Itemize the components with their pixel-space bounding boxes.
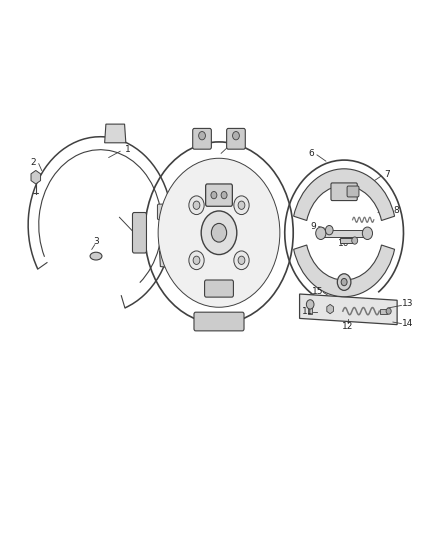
Circle shape xyxy=(238,256,245,264)
Circle shape xyxy=(337,274,351,290)
Wedge shape xyxy=(293,169,395,221)
Text: 13: 13 xyxy=(402,300,413,309)
Text: 2: 2 xyxy=(30,158,36,167)
Circle shape xyxy=(158,158,280,307)
Circle shape xyxy=(193,201,200,209)
Circle shape xyxy=(341,278,347,286)
Circle shape xyxy=(316,227,326,239)
Text: 14: 14 xyxy=(402,319,413,328)
FancyBboxPatch shape xyxy=(205,184,233,206)
Polygon shape xyxy=(105,124,126,143)
Circle shape xyxy=(193,256,200,264)
Polygon shape xyxy=(31,171,41,184)
Text: 12: 12 xyxy=(342,322,353,330)
Bar xyxy=(321,230,367,237)
Text: 15: 15 xyxy=(312,287,324,296)
Text: 6: 6 xyxy=(309,149,314,158)
FancyBboxPatch shape xyxy=(193,128,212,149)
FancyBboxPatch shape xyxy=(132,213,146,253)
Circle shape xyxy=(233,132,239,140)
Text: 4: 4 xyxy=(231,140,237,149)
FancyBboxPatch shape xyxy=(205,280,233,297)
Bar xyxy=(380,309,386,314)
Text: 9: 9 xyxy=(310,222,316,230)
Circle shape xyxy=(352,237,358,244)
Text: 1: 1 xyxy=(125,145,131,154)
Text: 8: 8 xyxy=(393,206,399,215)
Circle shape xyxy=(201,211,237,255)
FancyBboxPatch shape xyxy=(347,186,359,197)
Circle shape xyxy=(234,196,249,215)
Bar xyxy=(340,238,355,243)
Circle shape xyxy=(362,227,373,239)
Wedge shape xyxy=(293,245,395,297)
Text: 7: 7 xyxy=(385,170,390,179)
Polygon shape xyxy=(159,251,180,268)
Ellipse shape xyxy=(90,252,102,260)
FancyBboxPatch shape xyxy=(157,204,170,220)
Text: 10: 10 xyxy=(339,239,350,248)
Circle shape xyxy=(212,223,226,242)
Circle shape xyxy=(189,251,204,270)
FancyBboxPatch shape xyxy=(226,128,245,149)
Circle shape xyxy=(386,308,391,314)
Circle shape xyxy=(325,225,333,235)
Circle shape xyxy=(199,132,205,140)
FancyBboxPatch shape xyxy=(194,312,244,331)
Circle shape xyxy=(306,300,314,309)
Polygon shape xyxy=(327,304,333,314)
Bar xyxy=(308,304,312,314)
Circle shape xyxy=(221,191,227,199)
Circle shape xyxy=(211,191,217,199)
Circle shape xyxy=(234,251,249,270)
Text: 3: 3 xyxy=(93,237,99,246)
Circle shape xyxy=(189,196,204,215)
Text: 11: 11 xyxy=(302,307,314,316)
Polygon shape xyxy=(300,294,397,325)
FancyBboxPatch shape xyxy=(331,183,357,200)
Circle shape xyxy=(238,201,245,209)
